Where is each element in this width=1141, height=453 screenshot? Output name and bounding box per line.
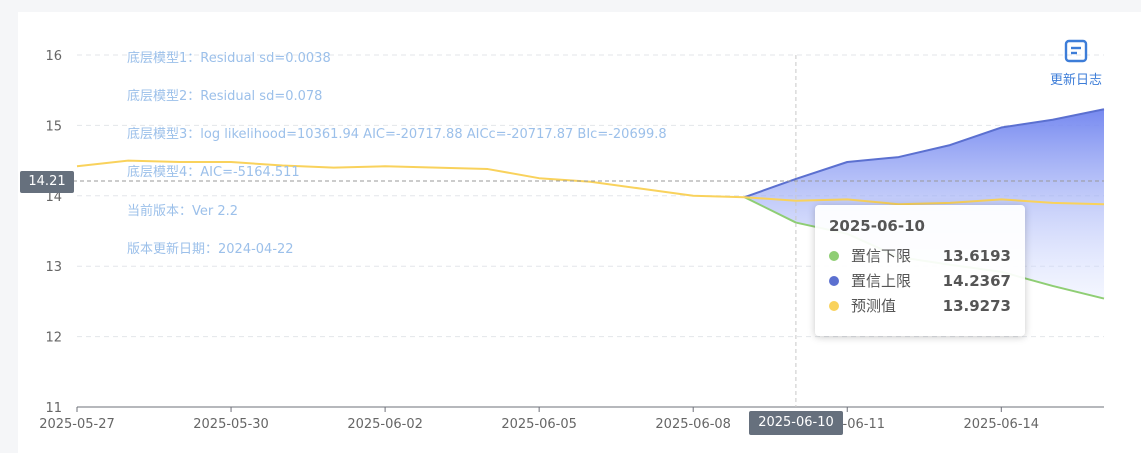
x-tick-label: 2025-06-02 xyxy=(347,417,423,432)
tooltip-series-name: 置信下限 xyxy=(851,247,912,265)
forecast-line xyxy=(76,159,1105,206)
upper-bound-line xyxy=(744,108,1105,199)
chart-tooltip: 2025-06-10 置信下限 13.6193 置信上限 14.2367 预测值… xyxy=(815,205,1025,336)
tooltip-row-upper: 置信上限 14.2367 xyxy=(829,268,1011,293)
legend-dot-forecast xyxy=(829,300,839,311)
x-tick-label: 2025-06-14 xyxy=(964,417,1040,432)
note-model-4: 底层模型4：AIC=-5164.511 xyxy=(127,165,300,180)
tooltip-series-value: 14.2367 xyxy=(942,271,1011,290)
y-tick-label: 14 xyxy=(45,190,62,205)
tooltip-row-lower: 置信下限 13.6193 xyxy=(829,243,1011,268)
note-model-1: 底层模型1：Residual sd=0.0038 xyxy=(127,51,331,66)
x-tick-label: 2025-06-05 xyxy=(501,417,577,432)
x-tick-label: 2025-06-08 xyxy=(655,417,731,432)
crosshair-x-label: 2025-06-10 xyxy=(749,411,843,435)
x-tick-label: 2025-05-30 xyxy=(193,417,269,432)
document-icon xyxy=(1064,39,1088,63)
note-version: 当前版本：Ver 2.2 xyxy=(127,204,239,219)
crosshair-y-label: 14.21 xyxy=(20,171,74,193)
note-model-2: 底层模型2：Residual sd=0.078 xyxy=(127,89,323,104)
tooltip-row-forecast: 预测值 13.9273 xyxy=(829,293,1011,318)
note-model-3: 底层模型3：log likelihood=10361.94 AIC=-20717… xyxy=(127,127,667,142)
y-tick-label: 15 xyxy=(45,119,62,134)
x-tick-label: 2025-05-27 xyxy=(39,417,115,432)
y-tick-label: 12 xyxy=(45,331,62,346)
tooltip-series-value: 13.6193 xyxy=(942,246,1011,265)
y-tick-label: 13 xyxy=(45,260,62,275)
legend-dot-lower xyxy=(829,250,839,261)
legend-dot-upper xyxy=(829,275,839,286)
update-log-button[interactable]: 更新日志 xyxy=(1046,39,1106,88)
tooltip-series-name: 置信上限 xyxy=(851,272,912,290)
y-tick-label: 16 xyxy=(45,49,62,64)
tooltip-series-value: 13.9273 xyxy=(942,296,1011,315)
tooltip-series-name: 预测值 xyxy=(851,297,897,315)
note-update-date: 版本更新日期：2024-04-22 xyxy=(127,242,294,257)
tooltip-title: 2025-06-10 xyxy=(829,217,925,235)
y-tick-label: 11 xyxy=(45,401,62,416)
update-log-label: 更新日志 xyxy=(1049,73,1102,88)
